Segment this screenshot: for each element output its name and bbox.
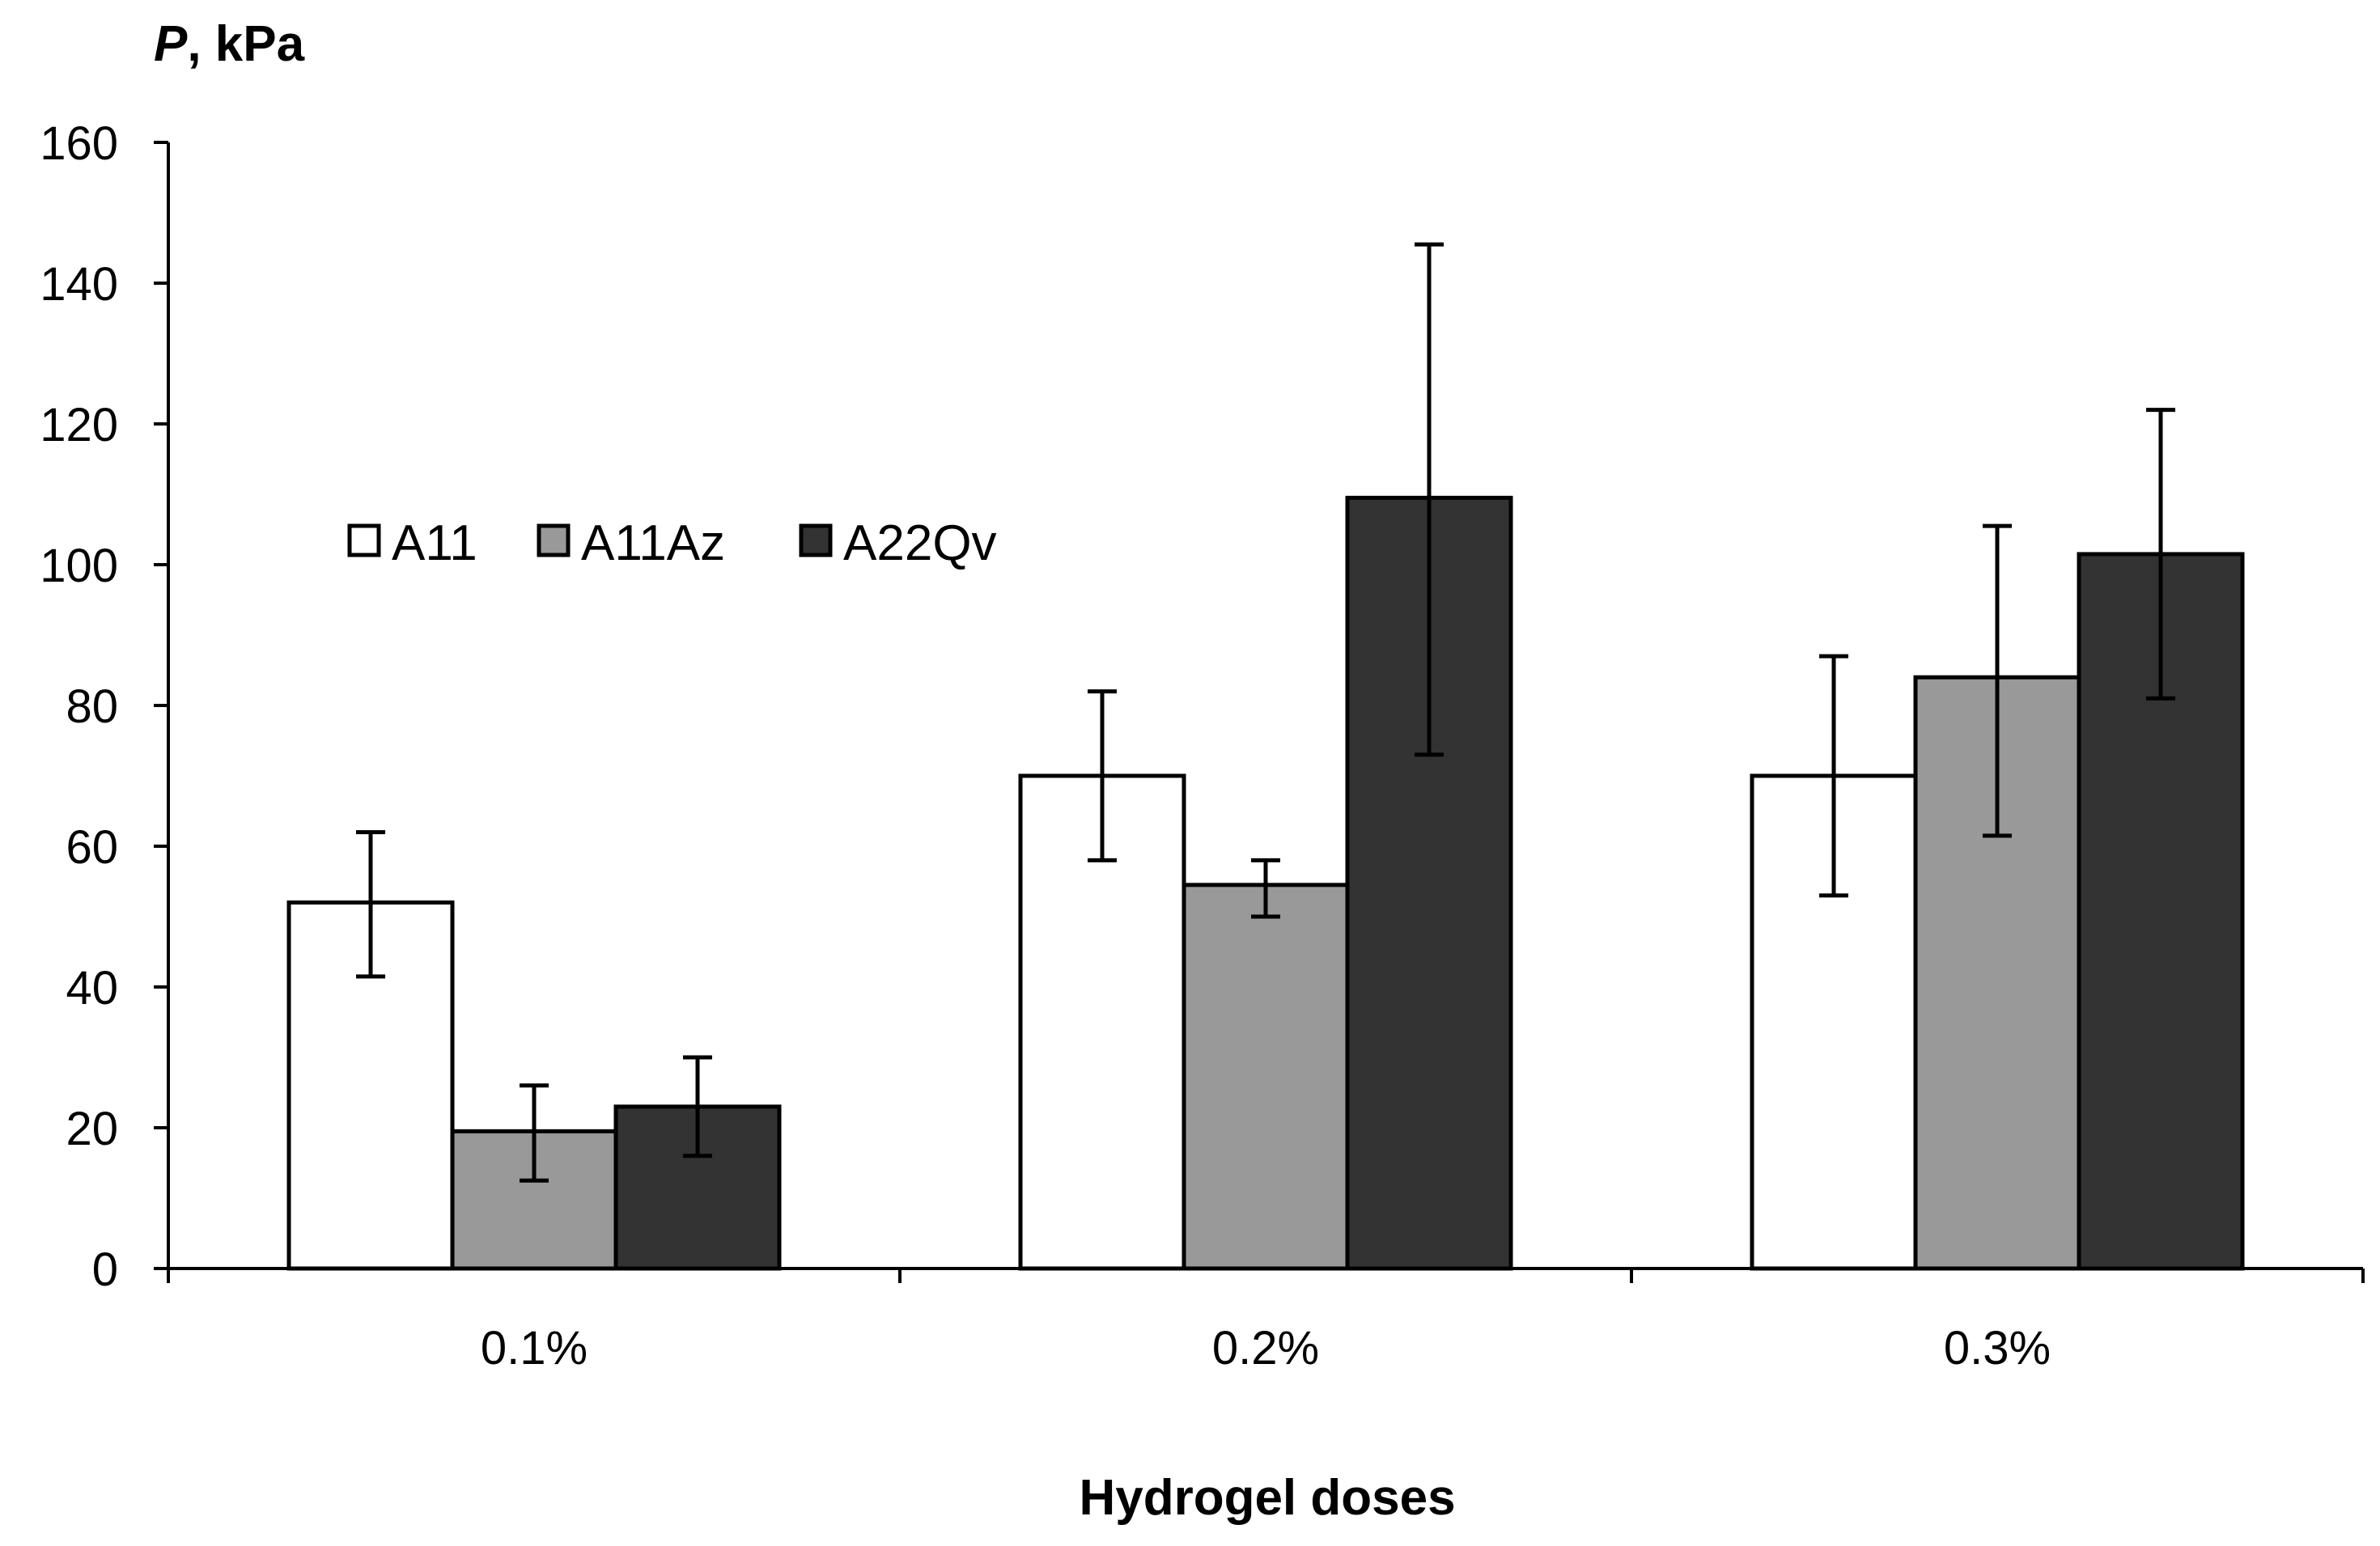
axes-layer: 0 20 40 60 80 100 120 140 160 0.1% 0.2% 0.3% [40, 117, 2365, 1374]
x-tick-label: 0.1% [481, 1322, 588, 1374]
y-tick-label: 40 [66, 962, 118, 1014]
y-tick-label: 0 [92, 1243, 118, 1296]
legend-swatch-a11az [537, 523, 571, 557]
y-tick-label: 80 [66, 680, 118, 733]
legend-swatch-a11 [347, 523, 381, 557]
y-axis-unit: , kPa [187, 16, 304, 72]
y-axis-symbol: P [154, 16, 188, 72]
bar-a11az-1 [1182, 883, 1350, 1271]
legend-label-a11az: A11Az [581, 515, 725, 571]
legend-swatch-a22qv [799, 523, 833, 557]
y-tick-label: 120 [40, 399, 118, 451]
x-axis-title: Hydrogel doses [1079, 1470, 1455, 1526]
y-tick-label: 60 [66, 821, 118, 874]
legend: A11 A11Az A22Qv [347, 515, 997, 571]
y-axis-title: P, kPa [154, 16, 305, 72]
y-tick-label: 20 [66, 1103, 118, 1155]
y-tick-label: 100 [40, 540, 118, 592]
x-tick-label: 0.2% [1212, 1322, 1319, 1374]
y-tick-label: 160 [40, 117, 118, 170]
x-tick-label: 0.3% [1944, 1322, 2051, 1374]
y-tick-label: 140 [40, 258, 118, 311]
error-bars-layer [356, 242, 2175, 1183]
legend-label-a11: A11 [392, 515, 477, 571]
legend-label-a22qv: A22Qv [843, 515, 997, 571]
